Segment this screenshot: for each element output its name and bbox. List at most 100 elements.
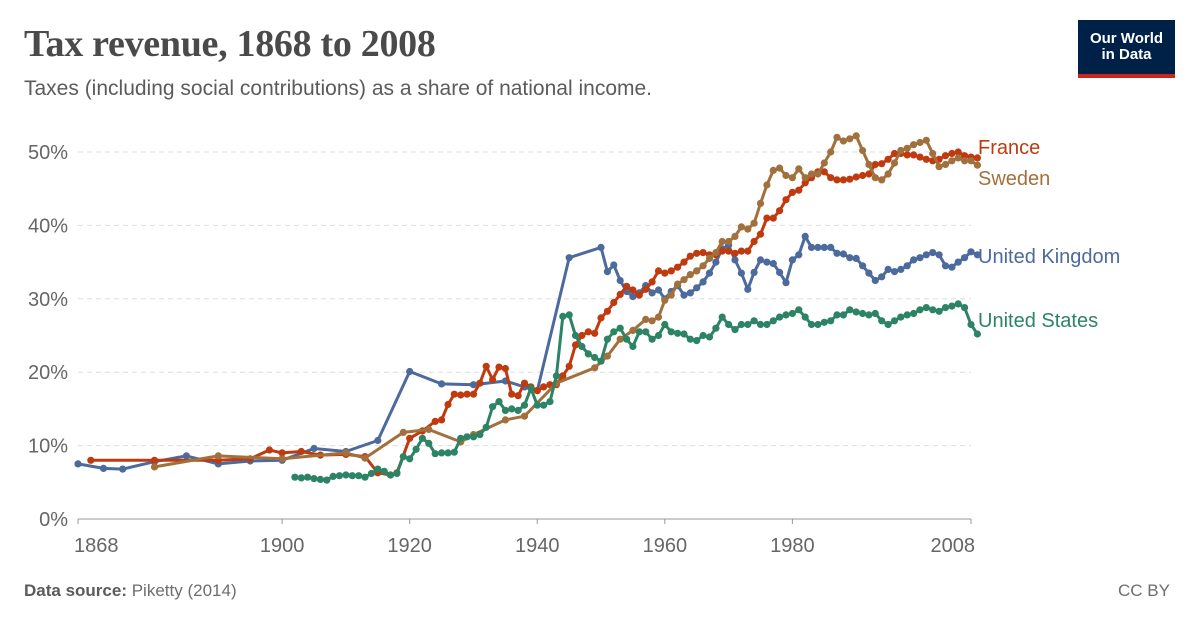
data-point-sweden[interactable] <box>897 146 905 155</box>
data-point-france[interactable] <box>616 290 624 298</box>
data-point-united-states[interactable] <box>961 304 969 312</box>
data-point-france[interactable] <box>469 390 478 398</box>
data-point-united-kingdom[interactable] <box>890 268 899 276</box>
data-point-france[interactable] <box>878 160 886 168</box>
data-point-sweden[interactable] <box>680 276 688 284</box>
data-point-sweden[interactable] <box>654 313 663 321</box>
data-point-united-states[interactable] <box>910 309 918 318</box>
series-united-states[interactable] <box>291 300 982 484</box>
data-point-sweden[interactable] <box>648 317 656 325</box>
data-point-united-states[interactable] <box>623 335 631 343</box>
data-point-united-states[interactable] <box>973 330 982 338</box>
data-point-sweden[interactable] <box>342 449 350 457</box>
data-point-sweden[interactable] <box>425 425 433 434</box>
data-point-france[interactable] <box>591 329 599 337</box>
data-point-united-states[interactable] <box>508 405 516 413</box>
data-point-united-kingdom[interactable] <box>833 249 841 257</box>
series-line-sweden[interactable] <box>153 134 979 469</box>
data-point-france[interactable] <box>884 155 892 163</box>
legend-label-france[interactable]: France <box>978 137 1040 159</box>
data-source-link[interactable]: Piketty (2014) <box>131 581 237 600</box>
data-point-france[interactable] <box>667 267 675 275</box>
data-point-france[interactable] <box>489 375 497 384</box>
data-point-sweden[interactable] <box>699 262 707 270</box>
data-point-united-states[interactable] <box>667 328 675 336</box>
data-point-united-states[interactable] <box>425 439 433 447</box>
data-point-sweden[interactable] <box>686 271 694 279</box>
data-point-united-states[interactable] <box>342 471 350 479</box>
data-point-france[interactable] <box>654 267 663 275</box>
data-point-france[interactable] <box>756 230 765 238</box>
data-point-france[interactable] <box>941 152 950 160</box>
data-point-united-states[interactable] <box>501 406 509 414</box>
data-point-sweden[interactable] <box>782 171 790 180</box>
data-point-united-states[interactable] <box>431 450 439 458</box>
data-point-united-states[interactable] <box>903 311 911 319</box>
data-point-sweden[interactable] <box>278 455 286 463</box>
data-point-france[interactable] <box>297 447 305 456</box>
data-point-france[interactable] <box>718 247 726 255</box>
data-point-france[interactable] <box>699 249 707 257</box>
data-point-united-states[interactable] <box>476 431 484 439</box>
data-point-sweden[interactable] <box>603 352 612 360</box>
data-point-sweden[interactable] <box>731 232 739 240</box>
data-point-united-states[interactable] <box>954 300 962 308</box>
data-point-united-kingdom[interactable] <box>712 258 720 266</box>
data-point-sweden[interactable] <box>929 149 937 158</box>
data-point-sweden[interactable] <box>150 463 159 471</box>
data-point-france[interactable] <box>610 298 618 307</box>
data-point-united-kingdom[interactable] <box>680 291 688 299</box>
data-point-united-kingdom[interactable] <box>769 260 777 268</box>
data-point-sweden[interactable] <box>801 174 809 182</box>
data-point-sweden[interactable] <box>859 146 867 155</box>
data-point-united-states[interactable] <box>699 331 707 340</box>
data-point-sweden[interactable] <box>807 170 816 178</box>
data-point-france[interactable] <box>406 434 414 442</box>
data-point-united-kingdom[interactable] <box>610 261 618 269</box>
data-point-france[interactable] <box>438 416 446 424</box>
data-point-united-kingdom[interactable] <box>756 256 765 264</box>
data-point-united-states[interactable] <box>674 329 682 337</box>
data-point-sweden[interactable] <box>795 165 803 173</box>
data-point-united-states[interactable] <box>374 465 382 473</box>
data-point-united-states[interactable] <box>571 331 580 340</box>
data-point-france[interactable] <box>508 390 516 398</box>
data-point-france[interactable] <box>839 176 848 184</box>
data-point-united-states[interactable] <box>820 318 828 326</box>
data-point-united-states[interactable] <box>323 476 331 484</box>
data-point-france[interactable] <box>769 214 777 222</box>
data-point-united-states[interactable] <box>839 311 848 319</box>
data-point-united-states[interactable] <box>648 335 656 343</box>
data-point-united-states[interactable] <box>578 342 586 351</box>
data-point-united-kingdom[interactable] <box>954 258 962 266</box>
data-point-united-states[interactable] <box>801 313 809 321</box>
data-point-france[interactable] <box>686 252 694 260</box>
series-sweden[interactable] <box>150 132 982 471</box>
data-point-united-kingdom[interactable] <box>616 276 624 285</box>
data-point-france[interactable] <box>514 392 522 400</box>
data-point-france[interactable] <box>903 151 911 159</box>
data-point-sweden[interactable] <box>878 176 886 184</box>
data-point-sweden[interactable] <box>667 291 675 299</box>
data-point-united-states[interactable] <box>355 472 363 480</box>
data-point-united-kingdom[interactable] <box>961 254 969 262</box>
data-point-united-states[interactable] <box>540 401 548 409</box>
data-point-sweden[interactable] <box>737 223 746 231</box>
data-point-united-states[interactable] <box>718 313 726 321</box>
data-point-united-states[interactable] <box>489 403 497 411</box>
data-point-united-states[interactable] <box>878 317 886 325</box>
data-point-united-states[interactable] <box>469 433 478 441</box>
data-point-united-states[interactable] <box>629 342 637 351</box>
data-point-united-states[interactable] <box>763 320 771 329</box>
data-point-sweden[interactable] <box>674 280 682 288</box>
data-point-united-states[interactable] <box>897 313 905 321</box>
data-point-france[interactable] <box>565 362 573 370</box>
data-point-united-states[interactable] <box>418 434 426 442</box>
data-point-united-states[interactable] <box>482 423 490 431</box>
data-point-france[interactable] <box>795 186 803 194</box>
data-point-sweden[interactable] <box>769 166 777 174</box>
data-point-sweden[interactable] <box>827 148 835 156</box>
data-point-france[interactable] <box>827 174 835 182</box>
data-point-france[interactable] <box>450 390 458 398</box>
data-point-united-kingdom[interactable] <box>878 273 886 281</box>
